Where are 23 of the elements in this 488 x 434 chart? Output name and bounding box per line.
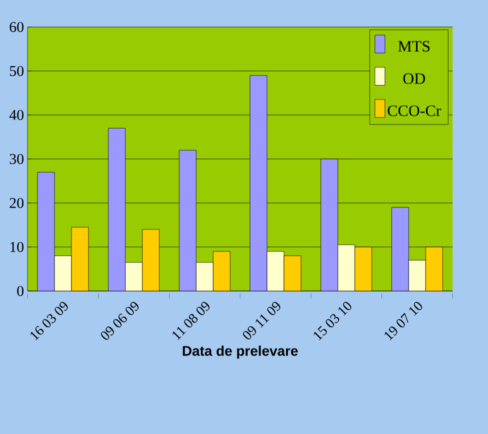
y-tick-label: 60 — [10, 22, 24, 32]
x-tick-label: 15 03 10 — [314, 302, 352, 340]
legend-label: CCO-Cr — [388, 105, 442, 116]
bar — [425, 246, 443, 291]
bar — [142, 229, 160, 291]
legend-label: OD — [403, 73, 426, 84]
x-tick-label: 19 07 10 — [384, 302, 422, 340]
x-tick-label: 11 08 09 — [172, 302, 210, 340]
y-tick-label: 30 — [10, 154, 24, 164]
bar — [284, 256, 302, 291]
bar — [71, 226, 89, 291]
y-tick-label: 10 — [10, 242, 24, 252]
x-tick-label: 16 03 09 — [30, 302, 68, 340]
x-tick-label: 09 11 09 — [243, 302, 280, 340]
legend-label: MTS — [398, 41, 430, 52]
x-axis-title: Data de prelevare — [182, 346, 298, 359]
y-tick-label: 50 — [10, 66, 24, 76]
bar — [354, 246, 372, 291]
y-tick-label: 20 — [10, 198, 24, 208]
x-tick-label: 09 06 09 — [100, 302, 139, 340]
bar — [212, 251, 230, 291]
y-tick-label: 40 — [9, 110, 24, 120]
y-tick-label: 0 — [17, 286, 24, 296]
